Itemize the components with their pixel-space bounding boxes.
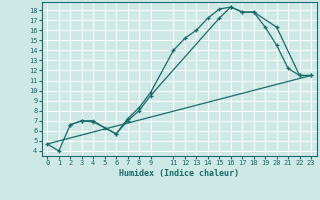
X-axis label: Humidex (Indice chaleur): Humidex (Indice chaleur)	[119, 169, 239, 178]
